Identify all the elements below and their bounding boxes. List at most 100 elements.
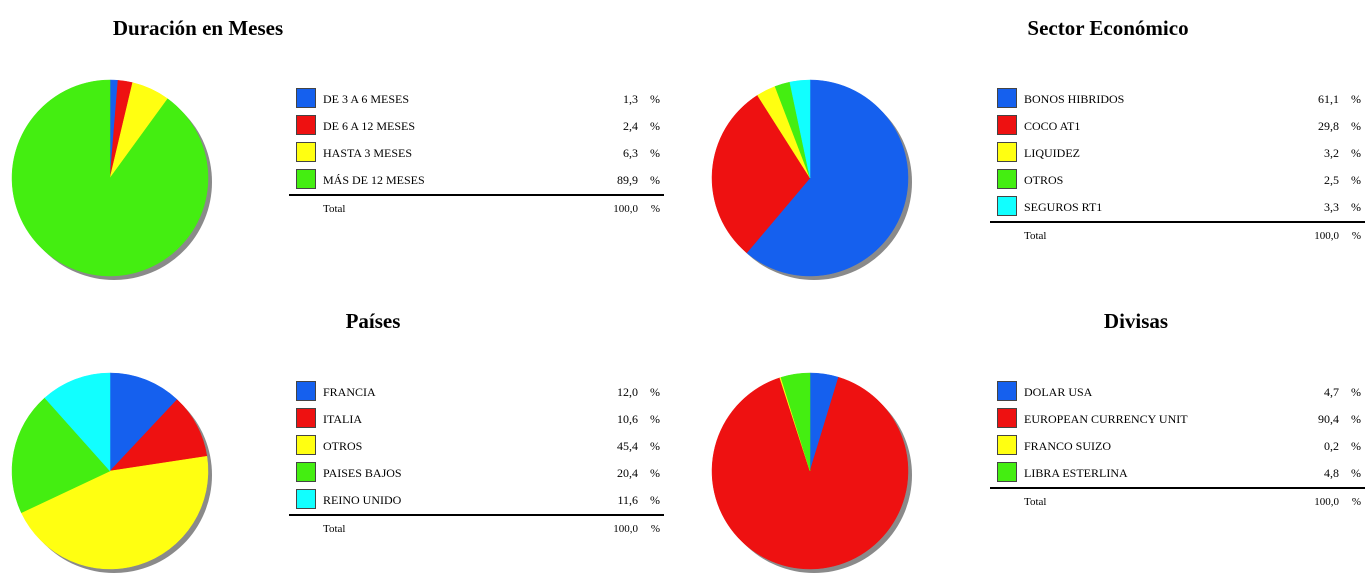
legend-unit: % <box>650 466 660 480</box>
legend-value: 45,4 <box>617 439 638 453</box>
legend-item-bonos-hibridos: BONOS HIBRIDOS 61,1% <box>990 87 1365 109</box>
legend-label: BONOS HIBRIDOS <box>1024 92 1125 106</box>
legend-unit: % <box>1351 200 1361 214</box>
legend-item-mas-de-12-meses: MÁS DE 12 MESES 89,9% <box>289 168 664 190</box>
legend-value: 0,2 <box>1324 439 1339 453</box>
pie-chart <box>711 79 912 280</box>
legend-swatch <box>997 169 1017 189</box>
chart-title: Países <box>345 309 401 333</box>
legend-swatch <box>997 142 1017 162</box>
legend-item-liquidez: LIQUIDEZ 3,2% <box>990 141 1365 163</box>
legend-value: 2,4 <box>623 119 638 133</box>
legend-unit: % <box>1351 173 1361 187</box>
legend-item-italia: ITALIA 10,6% <box>289 407 664 429</box>
legend-value: 61,1 <box>1318 92 1339 106</box>
legend-unit: % <box>1351 119 1361 133</box>
legend-label: PAISES BAJOS <box>323 466 402 480</box>
legend-unit: % <box>650 412 660 426</box>
legend-swatch <box>296 489 316 509</box>
legend-item-francia: FRANCIA 12,0% <box>289 380 664 402</box>
legend-swatch <box>997 435 1017 455</box>
legend-item-hasta-3-meses: HASTA 3 MESES 6,3% <box>289 141 664 163</box>
legend-total-row: Total 100,0% <box>990 493 1365 513</box>
legend-total-rule <box>990 221 1365 223</box>
legend-swatch <box>997 462 1017 482</box>
pie-slice-libra-esterlina <box>780 372 811 472</box>
legend-value: 1,3 <box>623 92 638 106</box>
total-value: 100,0 <box>1314 496 1339 508</box>
chart-legend: FRANCIA 12,0% ITALIA 10,6% OTROS 45,4% PAISES … <box>289 380 664 551</box>
legend-swatch <box>296 169 316 189</box>
total-label: Total <box>1024 230 1047 242</box>
legend-label: MÁS DE 12 MESES <box>323 173 425 187</box>
legend-item-dolar-usa: DOLAR USA 4,7% <box>990 380 1365 402</box>
pie-chart <box>11 372 212 573</box>
legend-label: EUROPEAN CURRENCY UNIT <box>1024 412 1188 426</box>
legend-label: ITALIA <box>323 412 363 426</box>
legend-item-reino-unido: REINO UNIDO 11,6% <box>289 488 664 510</box>
legend-value: 90,4 <box>1318 412 1339 426</box>
total-label: Total <box>323 523 346 535</box>
legend-value: 3,3 <box>1324 200 1339 214</box>
pie-slice-reino-unido <box>44 372 111 472</box>
legend-swatch <box>997 381 1017 401</box>
legend-label: HASTA 3 MESES <box>323 146 413 160</box>
chart-legend: BONOS HIBRIDOS 61,1% COCO AT1 29,8% LIQUIDEZ… <box>990 87 1365 258</box>
chart-legend: DE 3 A 6 MESES 1,3% DE 6 A 12 MESES 2,4% HAS… <box>289 87 664 231</box>
legend-total-row: Total 100,0% <box>289 200 664 220</box>
legend-label: OTROS <box>1024 173 1064 187</box>
legend-unit: % <box>1351 439 1361 453</box>
legend-unit: % <box>1351 412 1361 426</box>
legend-value: 2,5 <box>1324 173 1339 187</box>
legend-swatch <box>997 88 1017 108</box>
legend-total-rule <box>289 194 664 196</box>
legend-label: FRANCIA <box>323 385 376 399</box>
total-label: Total <box>323 203 346 215</box>
legend-swatch <box>997 196 1017 216</box>
chart-title: Sector Económico <box>1027 16 1189 40</box>
legend-label: DOLAR USA <box>1024 385 1093 399</box>
legend-item-european-currency-unit: EUROPEAN CURRENCY UNIT 90,4% <box>990 407 1365 429</box>
legend-unit: % <box>650 119 660 133</box>
total-value: 100,0 <box>1314 230 1339 242</box>
legend-swatch <box>997 115 1017 135</box>
total-unit: % <box>1351 496 1361 508</box>
legend-value: 12,0 <box>617 385 638 399</box>
pie-slice-paises-bajos <box>11 397 111 514</box>
legend-item-de-6-a-12-meses: DE 6 A 12 MESES 2,4% <box>289 114 664 136</box>
pie-slice-seguros-rt1 <box>789 79 811 179</box>
legend-unit: % <box>1351 385 1361 399</box>
legend-value: 4,8 <box>1324 466 1339 480</box>
legend-label: LIQUIDEZ <box>1024 146 1080 160</box>
legend-value: 4,7 <box>1324 385 1339 399</box>
legend-swatch <box>296 408 316 428</box>
legend-swatch <box>296 88 316 108</box>
legend-unit: % <box>1351 466 1361 480</box>
total-value: 100,0 <box>613 203 638 215</box>
legend-unit: % <box>650 146 660 160</box>
pie-slice-francia <box>109 372 178 472</box>
legend-item-otros: OTROS 2,5% <box>990 168 1365 190</box>
legend-total-row: Total 100,0% <box>990 227 1365 247</box>
legend-unit: % <box>650 385 660 399</box>
legend-label: DE 3 A 6 MESES <box>323 92 410 106</box>
pie-slice-mas-de-12-meses <box>11 79 209 277</box>
legend-swatch <box>296 115 316 135</box>
total-unit: % <box>650 523 660 535</box>
legend-value: 20,4 <box>617 466 638 480</box>
legend-unit: % <box>650 92 660 106</box>
legend-total-row: Total 100,0% <box>289 520 664 540</box>
chart-title: Divisas <box>1103 309 1169 333</box>
legend-item-libra-esterlina: LIBRA ESTERLINA 4,8% <box>990 461 1365 483</box>
legend-unit: % <box>650 439 660 453</box>
legend-item-paises-bajos: PAISES BAJOS 20,4% <box>289 461 664 483</box>
legend-value: 3,2 <box>1324 146 1339 160</box>
legend-item-coco-at1: COCO AT1 29,8% <box>990 114 1365 136</box>
legend-swatch <box>296 381 316 401</box>
pie-chart <box>711 372 912 573</box>
legend-value: 89,9 <box>617 173 638 187</box>
total-value: 100,0 <box>613 523 638 535</box>
legend-unit: % <box>1351 146 1361 160</box>
legend-value: 6,3 <box>623 146 638 160</box>
legend-label: DE 6 A 12 MESES <box>323 119 416 133</box>
